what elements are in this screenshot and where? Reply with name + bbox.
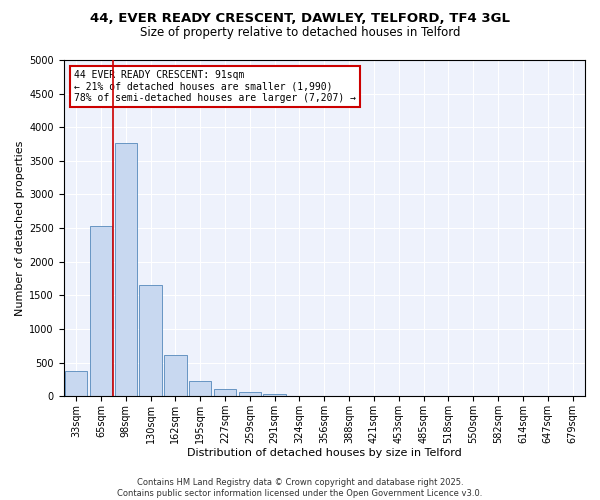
Bar [90,226,112,396]
Bar [189,380,211,396]
Text: Size of property relative to detached houses in Telford: Size of property relative to detached ho… [140,26,460,39]
Bar [214,389,236,396]
Bar [65,370,87,396]
Text: 44, EVER READY CRESCENT, DAWLEY, TELFORD, TF4 3GL: 44, EVER READY CRESCENT, DAWLEY, TELFORD… [90,12,510,26]
Text: 44 EVER READY CRESCENT: 91sqm
← 21% of detached houses are smaller (1,990)
78% o: 44 EVER READY CRESCENT: 91sqm ← 21% of d… [74,70,356,103]
Y-axis label: Number of detached properties: Number of detached properties [15,140,25,316]
Bar [164,354,187,396]
X-axis label: Distribution of detached houses by size in Telford: Distribution of detached houses by size … [187,448,461,458]
Text: Contains HM Land Registry data © Crown copyright and database right 2025.
Contai: Contains HM Land Registry data © Crown c… [118,478,482,498]
Bar [139,286,162,396]
Bar [115,144,137,396]
Bar [263,394,286,396]
Bar [239,392,261,396]
